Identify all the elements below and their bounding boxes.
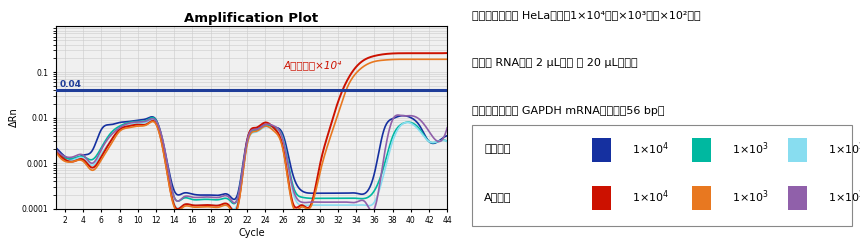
Text: 0.04: 0.04: [59, 80, 82, 89]
Text: 【抄出試料】： HeLa細胞（1×10⁴、１×10³、１×10²個）: 【抄出試料】： HeLa細胞（1×10⁴、１×10³、１×10²個）: [472, 10, 701, 20]
Bar: [788, 186, 808, 210]
Text: 本　品：: 本 品：: [484, 144, 511, 154]
Text: A社品：: A社品：: [484, 192, 512, 202]
Bar: [592, 138, 611, 162]
Text: 【増幅対象】： GAPDH mRNAの一部（56 bp）: 【増幅対象】： GAPDH mRNAの一部（56 bp）: [472, 106, 665, 116]
Text: A社品：１×10⁴: A社品：１×10⁴: [284, 60, 341, 70]
Bar: [592, 186, 611, 210]
X-axis label: Cycle: Cycle: [238, 228, 265, 238]
Text: 【鬳型 RNA】： 2 μL添加 ／ 20 μL反応系: 【鬳型 RNA】： 2 μL添加 ／ 20 μL反応系: [472, 58, 638, 68]
Title: Amplification Plot: Amplification Plot: [185, 12, 318, 25]
Text: 1×10$^4$: 1×10$^4$: [632, 188, 669, 205]
Bar: [692, 138, 711, 162]
Text: 1×10$^4$: 1×10$^4$: [632, 140, 669, 157]
Text: 1×10$^2$: 1×10$^2$: [828, 188, 860, 205]
Text: 1×10$^3$: 1×10$^3$: [732, 140, 769, 157]
Text: 1×10$^2$: 1×10$^2$: [828, 140, 860, 157]
Y-axis label: ΔRn: ΔRn: [9, 108, 19, 127]
FancyBboxPatch shape: [472, 125, 852, 226]
Text: 1×10$^3$: 1×10$^3$: [732, 188, 769, 205]
Bar: [788, 138, 808, 162]
Bar: [692, 186, 711, 210]
